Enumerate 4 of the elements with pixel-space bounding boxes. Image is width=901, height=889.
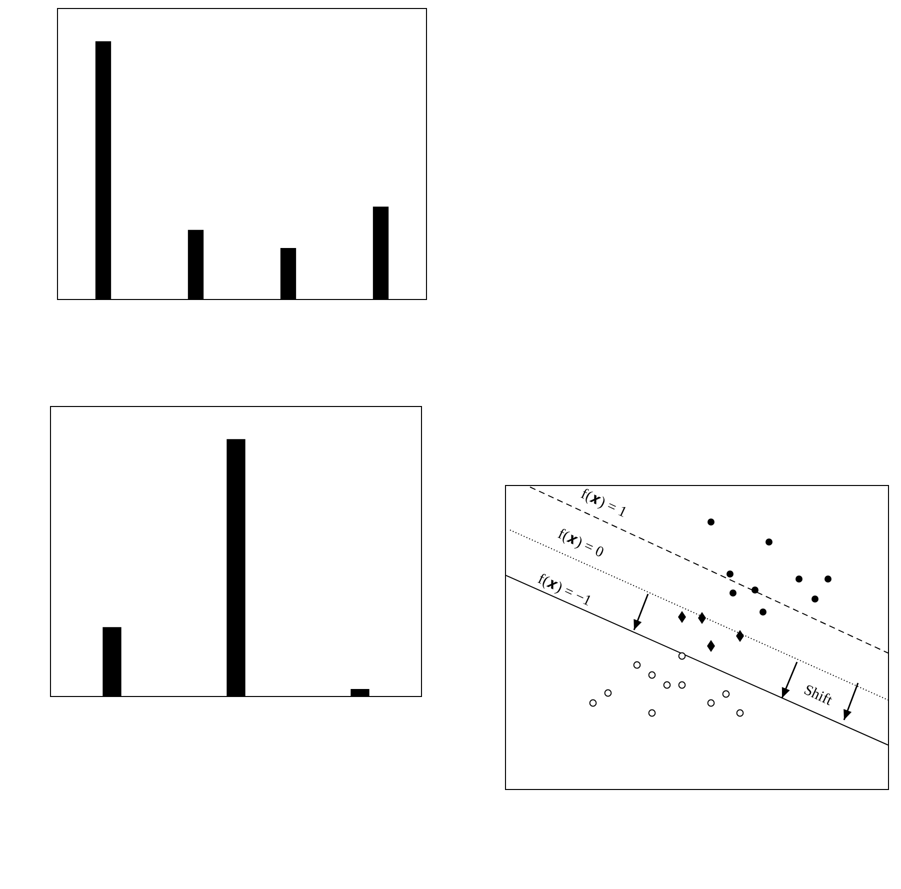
text: Shift (801, 682, 836, 710)
text: f(𝒙) = −1 (535, 571, 594, 610)
text: f(𝒙) = 0 (555, 526, 606, 562)
text: f(𝒙) = 1 (578, 486, 629, 522)
